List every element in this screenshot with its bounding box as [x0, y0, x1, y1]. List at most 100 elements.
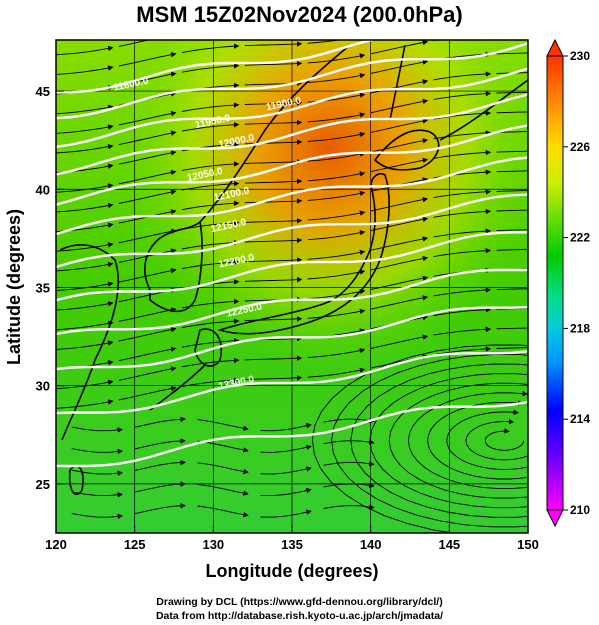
contour-line — [56, 93, 528, 176]
vortex-streamline — [407, 390, 528, 490]
streamline — [307, 210, 366, 221]
streamline — [260, 487, 312, 497]
streamline — [496, 131, 528, 133]
map-title: MSM 15Z02Nov2024 (200.0hPa) — [136, 2, 463, 27]
colorbar-tick-label: 230 — [570, 49, 590, 63]
streamline — [56, 281, 114, 291]
streamline — [197, 462, 249, 475]
streamline — [433, 149, 492, 159]
streamline — [260, 423, 312, 432]
coastline-korea — [144, 220, 203, 313]
streamline — [433, 189, 492, 199]
streamline — [181, 259, 240, 270]
streamline — [370, 79, 429, 94]
y-tick-label: 40 — [36, 182, 50, 197]
colorbar-max-triangle — [546, 38, 564, 57]
streamline — [496, 52, 528, 55]
x-axis-ticks: 120 125 130 135 140 145 150 — [45, 525, 539, 552]
streamline — [307, 53, 366, 64]
x-tick-label: 150 — [517, 537, 539, 552]
y-tick-label: 45 — [36, 84, 50, 99]
colorbar-tick-label: 214 — [570, 412, 590, 426]
x-tick-label: 130 — [202, 537, 224, 552]
colorbar-tick-label: 218 — [570, 321, 590, 335]
streamline — [244, 355, 303, 361]
streamline — [308, 16, 365, 24]
streamline — [434, 15, 491, 21]
streamline — [244, 276, 303, 283]
colorbar-ticks: 230 226 222 218 214 210 — [563, 49, 590, 517]
streamline — [433, 130, 492, 140]
streamline — [181, 102, 240, 112]
streamline — [56, 65, 114, 75]
streamline — [497, 32, 554, 34]
streamline — [181, 161, 240, 171]
streamline — [197, 419, 249, 431]
streamline — [370, 295, 429, 310]
streamline — [370, 216, 429, 232]
streamline — [244, 41, 303, 47]
contour-line — [56, 42, 528, 120]
streamline — [307, 131, 366, 142]
streamline — [244, 198, 303, 204]
streamline — [244, 60, 303, 67]
credit-drawing: Drawing by DCL (https://www.gfd-dennou.o… — [156, 596, 443, 608]
streamline — [56, 183, 114, 193]
streamline — [118, 189, 177, 204]
streamline — [118, 346, 177, 362]
streamline — [433, 346, 492, 356]
streamline — [370, 138, 429, 153]
streamline — [496, 72, 528, 74]
x-tick-label: 125 — [124, 537, 146, 552]
streamline — [433, 228, 492, 238]
streamline — [71, 448, 123, 455]
streamline — [370, 98, 429, 114]
y-tick-label: 35 — [36, 280, 50, 295]
streamline — [118, 268, 177, 283]
streamline — [197, 505, 249, 518]
streamline — [370, 40, 429, 55]
streamline — [370, 255, 429, 271]
contour-line — [56, 400, 528, 468]
gridlines — [56, 40, 528, 533]
contour-line — [56, 350, 528, 415]
streamline — [370, 157, 429, 173]
streamline — [433, 248, 492, 258]
streamline — [181, 357, 240, 368]
contour-line — [56, 40, 377, 94]
x-tick-label: 140 — [360, 537, 382, 552]
streamline — [56, 320, 114, 331]
streamline — [496, 248, 528, 251]
streamline — [370, 334, 429, 349]
vortex-streamline — [427, 400, 528, 480]
streamline — [260, 444, 312, 453]
streamline — [323, 482, 375, 489]
vortex-streamline — [311, 344, 528, 533]
streamline — [244, 375, 303, 381]
coastline-china — [59, 244, 119, 441]
streamline — [244, 257, 303, 263]
coastline-russia — [199, 44, 351, 223]
streamline — [323, 461, 375, 467]
streamline — [244, 237, 303, 244]
streamline — [56, 104, 114, 115]
coastline-sakhalin — [389, 44, 406, 121]
vortex-streamline — [331, 354, 528, 528]
streamline — [56, 143, 114, 154]
streamline — [56, 242, 114, 252]
x-tick-label: 135 — [281, 537, 303, 552]
streamline — [307, 72, 366, 84]
streamline — [307, 308, 366, 319]
colorbar: 230 226 222 218 214 210 — [546, 38, 590, 528]
streamline — [370, 59, 429, 74]
streamline — [118, 385, 177, 401]
streamline — [433, 326, 492, 336]
streamline — [433, 287, 492, 297]
colorbar-tick-label: 210 — [570, 503, 590, 517]
streamline — [307, 367, 366, 378]
streamline — [371, 2, 428, 14]
streamline — [244, 159, 303, 165]
streamline — [181, 377, 240, 387]
streamline — [118, 110, 177, 126]
streamline — [181, 338, 240, 348]
